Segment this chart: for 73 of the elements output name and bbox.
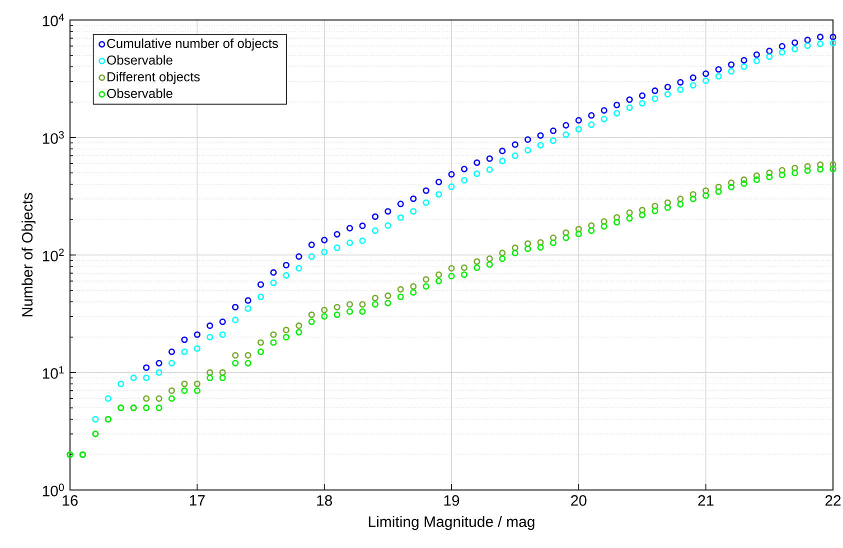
point: [372, 213, 378, 220]
legend-label: Different objects: [108, 72, 200, 84]
point: [181, 336, 188, 344]
point: [715, 66, 722, 73]
point: [156, 360, 162, 366]
point: [219, 318, 226, 326]
x-tick-label: 22: [825, 495, 841, 506]
point: [766, 48, 773, 54]
point: [728, 61, 735, 68]
point: [359, 222, 366, 230]
point: [512, 141, 518, 148]
legend-label: Observable: [107, 88, 172, 98]
point: [652, 87, 658, 94]
y-tick-label: 10$^{3}$: [42, 131, 64, 144]
point: [778, 43, 786, 50]
point: [448, 171, 455, 178]
y-tick-label: 10$^{0}$: [42, 484, 64, 496]
point: [296, 253, 302, 260]
x-tick-label: 19: [444, 495, 460, 506]
point: [562, 122, 570, 129]
point: [143, 364, 150, 371]
x-tick-label: 20: [571, 495, 586, 506]
point: [321, 236, 328, 244]
point: [702, 70, 710, 78]
point: [270, 269, 277, 276]
x-axis-title: Limiting Magnitude / mag: [368, 516, 534, 530]
x-tick-label: 16: [62, 495, 78, 506]
point: [346, 224, 354, 232]
point: [244, 297, 252, 304]
point: [677, 78, 684, 86]
point: [638, 92, 646, 99]
point: [422, 187, 430, 194]
point: [194, 331, 200, 338]
y-tick-label: 10$^{2}$: [42, 248, 64, 262]
point: [524, 136, 532, 143]
point: [816, 34, 824, 40]
y-axis-title: Number of Objects: [22, 193, 36, 316]
point: [690, 74, 696, 81]
point: [626, 96, 633, 103]
point: [282, 262, 290, 268]
x-tick-label: 17: [190, 495, 205, 506]
legend-label: Cumulative number of objects: [107, 38, 278, 51]
point: [384, 208, 392, 215]
x-tick-label: 18: [317, 495, 332, 506]
y-tick-label: 10$^{4}$: [42, 14, 64, 26]
point: [664, 84, 671, 90]
point: [410, 195, 417, 202]
point: [600, 107, 608, 114]
point: [397, 200, 404, 208]
point: [804, 36, 811, 44]
point: [334, 230, 340, 238]
point: [740, 56, 748, 64]
point: [753, 51, 760, 58]
point: [168, 348, 176, 356]
point: [537, 132, 544, 139]
point: [232, 304, 239, 310]
point: [614, 102, 620, 108]
point: [550, 127, 557, 134]
legend-label: Observable: [107, 55, 172, 65]
point: [206, 322, 214, 330]
y-tick-label: 10$^{1}$: [42, 366, 64, 379]
point: [474, 159, 480, 166]
point: [460, 166, 468, 172]
point: [486, 155, 493, 162]
point: [308, 242, 315, 248]
x-tick-label: 21: [698, 495, 714, 506]
point: [257, 281, 264, 288]
point: [830, 34, 836, 40]
point: [575, 117, 582, 124]
point: [792, 39, 798, 46]
point: [588, 112, 595, 119]
point: [499, 148, 506, 154]
point: [435, 178, 442, 186]
